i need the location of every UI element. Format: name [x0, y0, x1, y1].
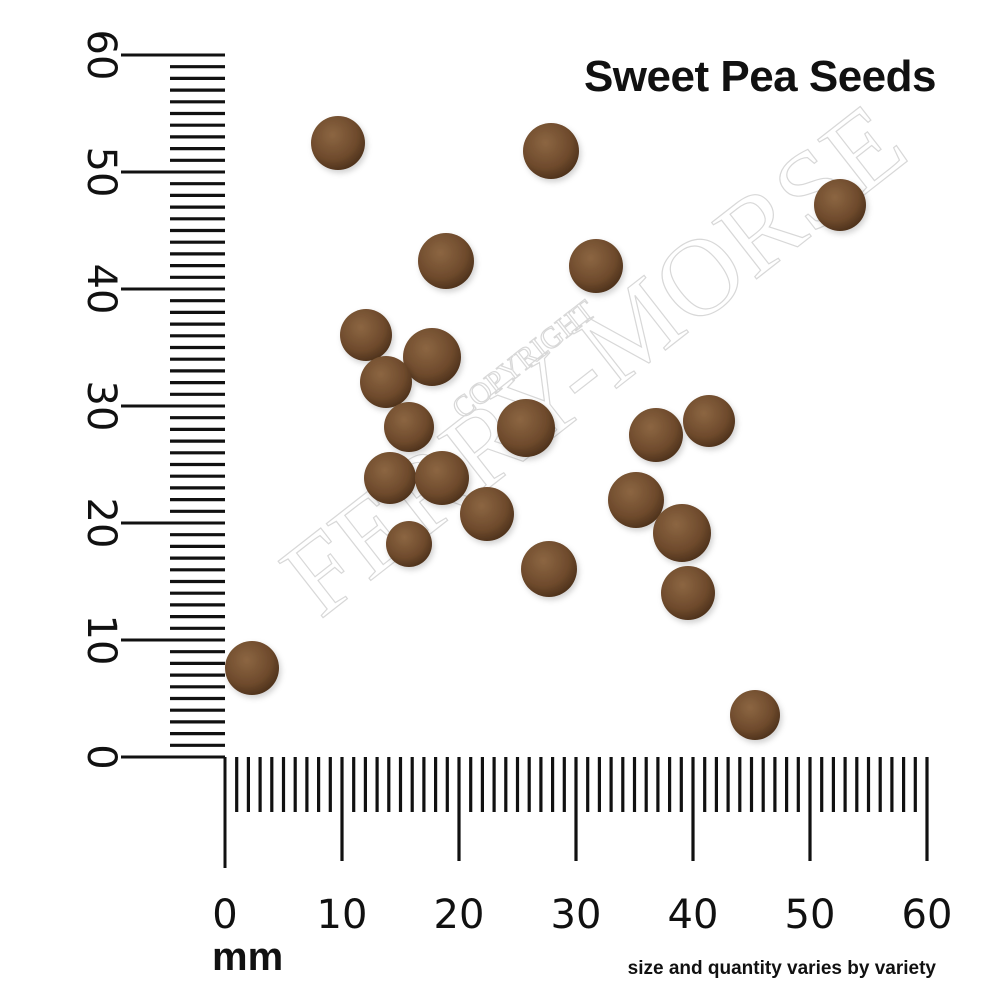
seed: [661, 566, 715, 620]
seed: [311, 116, 365, 170]
v-tick-label: 30: [78, 381, 124, 432]
seed: [360, 356, 412, 408]
h-tick-label: 40: [668, 892, 719, 938]
v-tick-label: 50: [78, 147, 124, 198]
seed: [629, 408, 683, 462]
footnote: size and quantity varies by variety: [627, 958, 936, 979]
seed: [683, 395, 735, 447]
seed: [523, 123, 579, 179]
title: Sweet Pea Seeds: [583, 52, 937, 101]
seed: [403, 328, 461, 386]
v-tick-label: 40: [78, 264, 124, 315]
seed: [569, 239, 623, 293]
seed: [730, 690, 780, 740]
h-tick-label: 20: [434, 892, 485, 938]
seed: [225, 641, 279, 695]
seed: [340, 309, 392, 361]
h-tick-label: 0: [212, 892, 237, 938]
v-tick-label: 60: [78, 30, 124, 81]
seed: [521, 541, 577, 597]
seed: [364, 452, 416, 504]
seed: [497, 399, 555, 457]
v-tick-label: 10: [78, 615, 124, 666]
seed: [653, 504, 711, 562]
unit-label: mm: [212, 935, 284, 979]
seed: [460, 487, 514, 541]
seed: [384, 402, 434, 452]
h-tick-label: 50: [785, 892, 836, 938]
v-tick-label: 20: [78, 498, 124, 549]
seed: [418, 233, 474, 289]
seed: [608, 472, 664, 528]
v-tick-label: 0: [78, 744, 124, 769]
seed: [814, 179, 866, 231]
seed: [415, 451, 469, 505]
h-tick-label: 30: [551, 892, 602, 938]
seed: [386, 521, 432, 567]
h-tick-label: 10: [317, 892, 368, 938]
h-tick-label: 60: [902, 892, 953, 938]
